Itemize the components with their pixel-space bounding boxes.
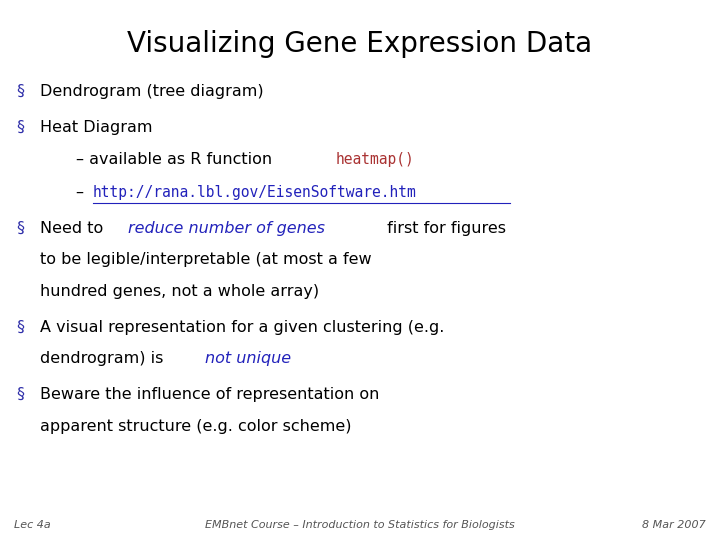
Text: dendrogram) is: dendrogram) is <box>40 351 168 366</box>
Text: §: § <box>16 221 24 236</box>
Text: Lec 4a: Lec 4a <box>14 520 51 530</box>
Text: first for figures: first for figures <box>382 221 506 236</box>
Text: –: – <box>76 185 89 200</box>
Text: reduce number of genes: reduce number of genes <box>128 221 325 236</box>
Text: 8 Mar 2007: 8 Mar 2007 <box>642 520 706 530</box>
Text: §: § <box>16 120 24 135</box>
Text: §: § <box>16 84 24 99</box>
Text: hundred genes, not a whole array): hundred genes, not a whole array) <box>40 284 319 299</box>
Text: Heat Diagram: Heat Diagram <box>40 120 152 135</box>
Text: to be legible/interpretable (at most a few: to be legible/interpretable (at most a f… <box>40 252 372 267</box>
Text: – available as R function: – available as R function <box>76 152 277 167</box>
Text: not unique: not unique <box>205 351 292 366</box>
Text: Dendrogram (tree diagram): Dendrogram (tree diagram) <box>40 84 264 99</box>
Text: – available as R function: – available as R function <box>76 152 277 167</box>
Text: heatmap(): heatmap() <box>336 152 414 167</box>
Text: A visual representation for a given clustering (e.g.: A visual representation for a given clus… <box>40 320 444 335</box>
Text: §: § <box>16 387 24 402</box>
Text: apparent structure (e.g. color scheme): apparent structure (e.g. color scheme) <box>40 418 351 434</box>
Text: §: § <box>16 320 24 335</box>
Text: Beware the influence of representation on: Beware the influence of representation o… <box>40 387 379 402</box>
Text: Visualizing Gene Expression Data: Visualizing Gene Expression Data <box>127 30 593 58</box>
Text: –: – <box>76 185 89 200</box>
Text: EMBnet Course – Introduction to Statistics for Biologists: EMBnet Course – Introduction to Statisti… <box>205 520 515 530</box>
Text: Need to: Need to <box>40 221 108 236</box>
Text: http://rana.lbl.gov/EisenSoftware.htm: http://rana.lbl.gov/EisenSoftware.htm <box>93 185 416 200</box>
